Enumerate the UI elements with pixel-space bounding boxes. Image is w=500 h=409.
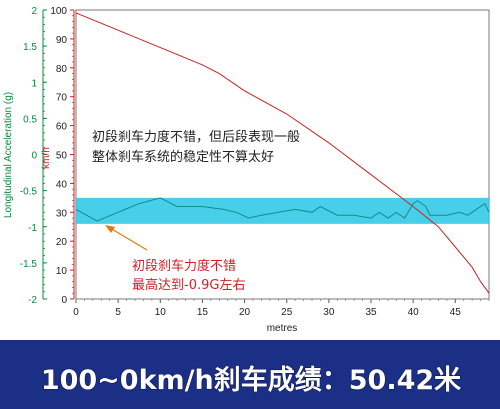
x-axis-tick-label: 20 — [239, 307, 251, 318]
left-axis-tick-label: -0.5 — [20, 187, 38, 198]
x-axis-tick-label: 5 — [115, 307, 121, 318]
series-acceleration-line — [75, 197, 490, 222]
x-axis-tick-label: 40 — [408, 307, 420, 318]
annotation-arrow-line — [109, 227, 148, 251]
speed-axis-tick-label: 100 — [50, 6, 67, 17]
annotation-top-line1: 初段刹车力度不错，但后段表现一般 — [92, 129, 300, 145]
highlight-band — [76, 197, 489, 224]
left-axis-tick-label: -1 — [28, 223, 37, 234]
plot-area — [75, 9, 490, 300]
left-axis-tick-label: 0 — [31, 151, 37, 162]
x-axis-tick-label: 15 — [197, 307, 209, 318]
speed-axis-tick-label: 0 — [61, 295, 67, 306]
x-axis-tick-label: 10 — [155, 307, 167, 318]
speed-axis-tick-label: 70 — [56, 93, 68, 104]
left-axis-tick-label: 1 — [31, 78, 37, 89]
speed-axis-tick-label: 20 — [56, 237, 68, 248]
speed-axis-tick-label: 10 — [56, 266, 68, 277]
x-axis-tick-label: 45 — [450, 307, 462, 318]
speed-axis-tick-label: 50 — [56, 151, 68, 162]
series-speed-line — [75, 12, 490, 294]
speed-axis-tick-label: 40 — [56, 179, 68, 190]
result-banner — [0, 340, 500, 409]
speed-axis-label: km/h — [41, 147, 52, 169]
left-axis-tick-label: 1.5 — [23, 42, 37, 53]
x-axis-tick-label: 25 — [281, 307, 293, 318]
x-axis-tick-label: 0 — [73, 307, 79, 318]
x-axis-tick-label: 30 — [323, 307, 335, 318]
x-axis-tick-label: 35 — [365, 307, 377, 318]
left-axis-tick-label: -2 — [28, 295, 37, 306]
result-banner-text: 100~0km/h刹车成绩：50.42米 — [41, 364, 461, 396]
speed-axis-tick-label: 90 — [56, 35, 68, 46]
speed-axis-tick-label: 60 — [56, 122, 68, 133]
left-axis-label: Longitudinal Acceleration (g) — [3, 92, 14, 218]
left-axis-tick-label: 0.5 — [23, 114, 37, 125]
annotation-bottom-line2: 最高达到-0.9G左右 — [132, 277, 245, 293]
speed-axis-tick-label: 80 — [56, 64, 68, 75]
left-axis-tick-label: 2 — [31, 6, 37, 17]
speed-axis-tick-label: 30 — [56, 208, 68, 219]
x-axis-label: metres — [267, 323, 298, 334]
annotation-arrow-head — [105, 225, 115, 233]
left-axis-tick-label: -1.5 — [20, 259, 38, 270]
annotation-bottom-line1: 初段刹车力度不错 — [132, 258, 236, 274]
annotation-top-line2: 整体刹车系统的稳定性不算太好 — [92, 149, 274, 165]
